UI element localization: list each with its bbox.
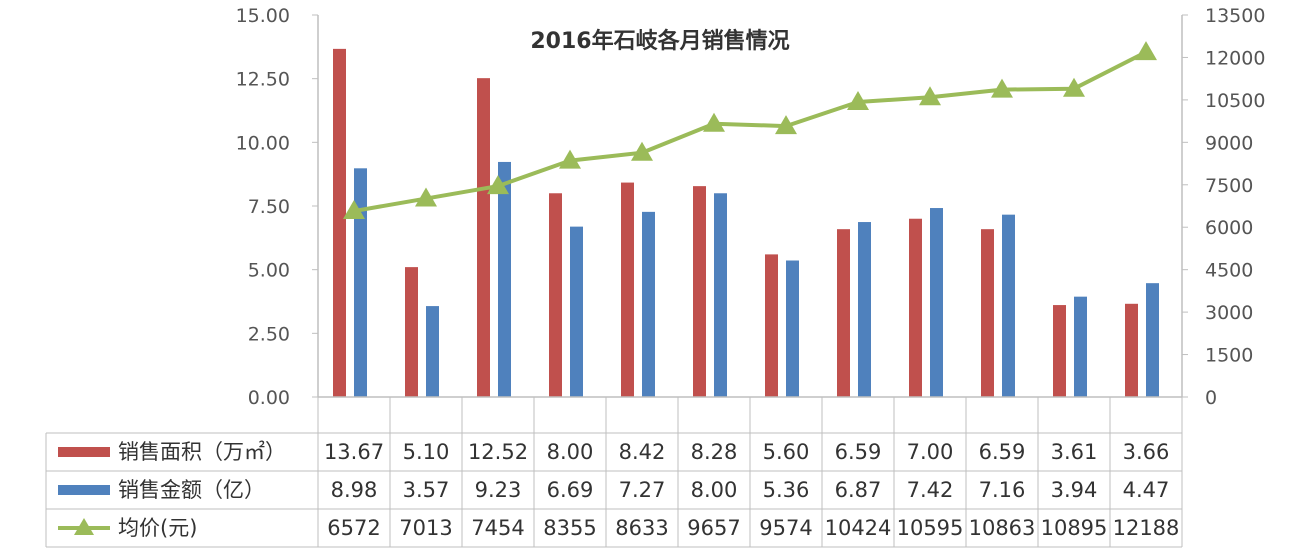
table-cell: 7013 xyxy=(399,516,452,540)
bar-area xyxy=(693,186,706,397)
bar-amount xyxy=(1002,214,1015,397)
table-cell: 5.36 xyxy=(763,478,810,502)
y-left-tick-label: 5.00 xyxy=(248,260,290,282)
y-right-tick-label: 0 xyxy=(1205,387,1217,409)
table-cell: 10863 xyxy=(969,516,1036,540)
avg-price-marker xyxy=(991,78,1013,98)
y-right-tick-label: 7500 xyxy=(1205,175,1253,197)
y-left-tick-label: 2.50 xyxy=(248,323,290,345)
table-cell: 5.10 xyxy=(403,440,450,464)
y-right-tick-label: 13500 xyxy=(1205,5,1265,27)
bar-area xyxy=(477,78,490,397)
bar-area xyxy=(981,229,994,397)
table-cell: 7.00 xyxy=(907,440,954,464)
y-left-tick-label: 15.00 xyxy=(236,5,290,27)
table-cell: 8.28 xyxy=(691,440,738,464)
avg-price-marker xyxy=(487,175,509,195)
avg-price-line xyxy=(353,50,1147,214)
chart-title: 2016年石岐各月销售情况 xyxy=(530,28,789,54)
table-cell: 10424 xyxy=(825,516,892,540)
table-cell: 8.00 xyxy=(547,440,594,464)
bar-amount xyxy=(354,168,367,397)
table-cell: 8633 xyxy=(615,516,668,540)
bar-area xyxy=(405,267,418,397)
table-cell: 9574 xyxy=(759,516,812,540)
avg-price-marker xyxy=(775,115,797,135)
table-cell: 4.47 xyxy=(1123,478,1170,502)
avg-price-marker xyxy=(919,86,941,106)
legend-swatch xyxy=(58,447,110,457)
table-cell: 8355 xyxy=(543,516,596,540)
avg-price-marker xyxy=(1135,41,1157,61)
y-right-tick-label: 9000 xyxy=(1205,132,1253,154)
bar-amount xyxy=(786,260,799,397)
avg-price-marker xyxy=(415,187,437,207)
table-cell: 3.57 xyxy=(403,478,450,502)
bar-amount xyxy=(930,208,943,397)
bar-amount xyxy=(642,211,655,397)
bar-area xyxy=(765,254,778,397)
legend-label: 均价(元) xyxy=(118,516,197,540)
avg-price-marker xyxy=(1063,77,1085,97)
legend-label: 销售金额（亿） xyxy=(118,478,265,502)
bar-amount xyxy=(498,161,511,397)
y-right-tick-label: 3000 xyxy=(1205,302,1253,324)
bar-amount xyxy=(426,306,439,397)
table-cell: 12.52 xyxy=(468,440,528,464)
bar-area xyxy=(549,193,562,397)
table-cell: 3.94 xyxy=(1051,478,1098,502)
y-right-tick-label: 1500 xyxy=(1205,345,1253,367)
y-right-tick-label: 12000 xyxy=(1205,47,1265,69)
y-left-tick-label: 10.00 xyxy=(236,132,290,154)
table-cell: 6.69 xyxy=(547,478,594,502)
bar-area xyxy=(333,48,346,397)
avg-price-marker xyxy=(343,200,365,220)
table-cell: 10595 xyxy=(897,516,964,540)
y-right-tick-label: 6000 xyxy=(1205,217,1253,239)
bar-area xyxy=(837,229,850,397)
bar-amount xyxy=(1146,283,1159,397)
y-right-tick-label: 4500 xyxy=(1205,260,1253,282)
table-cell: 12188 xyxy=(1113,516,1180,540)
table-cell: 6572 xyxy=(327,516,380,540)
bar-amount xyxy=(858,222,871,397)
table-cell: 7.16 xyxy=(979,478,1026,502)
bar-area xyxy=(1125,303,1138,397)
table-cell: 3.66 xyxy=(1123,440,1170,464)
table-cell: 5.60 xyxy=(763,440,810,464)
table-cell: 6.59 xyxy=(835,440,882,464)
table-cell: 9657 xyxy=(687,516,740,540)
table-cell: 7.42 xyxy=(907,478,954,502)
avg-price-marker xyxy=(847,91,869,111)
bar-area xyxy=(621,182,634,397)
avg-price-marker xyxy=(631,141,653,161)
table-cell: 6.59 xyxy=(979,440,1026,464)
avg-price-marker xyxy=(559,149,581,169)
table-cell: 8.98 xyxy=(331,478,378,502)
bar-amount xyxy=(714,193,727,397)
table-cell: 8.42 xyxy=(619,440,666,464)
bar-area xyxy=(909,218,922,397)
bar-area xyxy=(1053,305,1066,397)
table-cell: 10895 xyxy=(1041,516,1108,540)
table-cell: 9.23 xyxy=(475,478,522,502)
table-cell: 7454 xyxy=(471,516,524,540)
table-cell: 3.61 xyxy=(1051,440,1098,464)
table-cell: 8.00 xyxy=(691,478,738,502)
y-left-tick-label: 0.00 xyxy=(248,387,290,409)
y-right-tick-label: 10500 xyxy=(1205,90,1265,112)
avg-price-marker xyxy=(703,112,725,132)
table-cell: 7.27 xyxy=(619,478,666,502)
bar-amount xyxy=(1074,296,1087,397)
y-left-tick-label: 7.50 xyxy=(248,196,290,218)
legend-swatch xyxy=(58,485,110,495)
y-left-tick-label: 12.50 xyxy=(236,69,290,91)
legend-label: 销售面积（万㎡） xyxy=(118,440,286,464)
legend-marker xyxy=(74,518,94,535)
table-cell: 6.87 xyxy=(835,478,882,502)
bar-amount xyxy=(570,226,583,397)
table-cell: 13.67 xyxy=(324,440,384,464)
